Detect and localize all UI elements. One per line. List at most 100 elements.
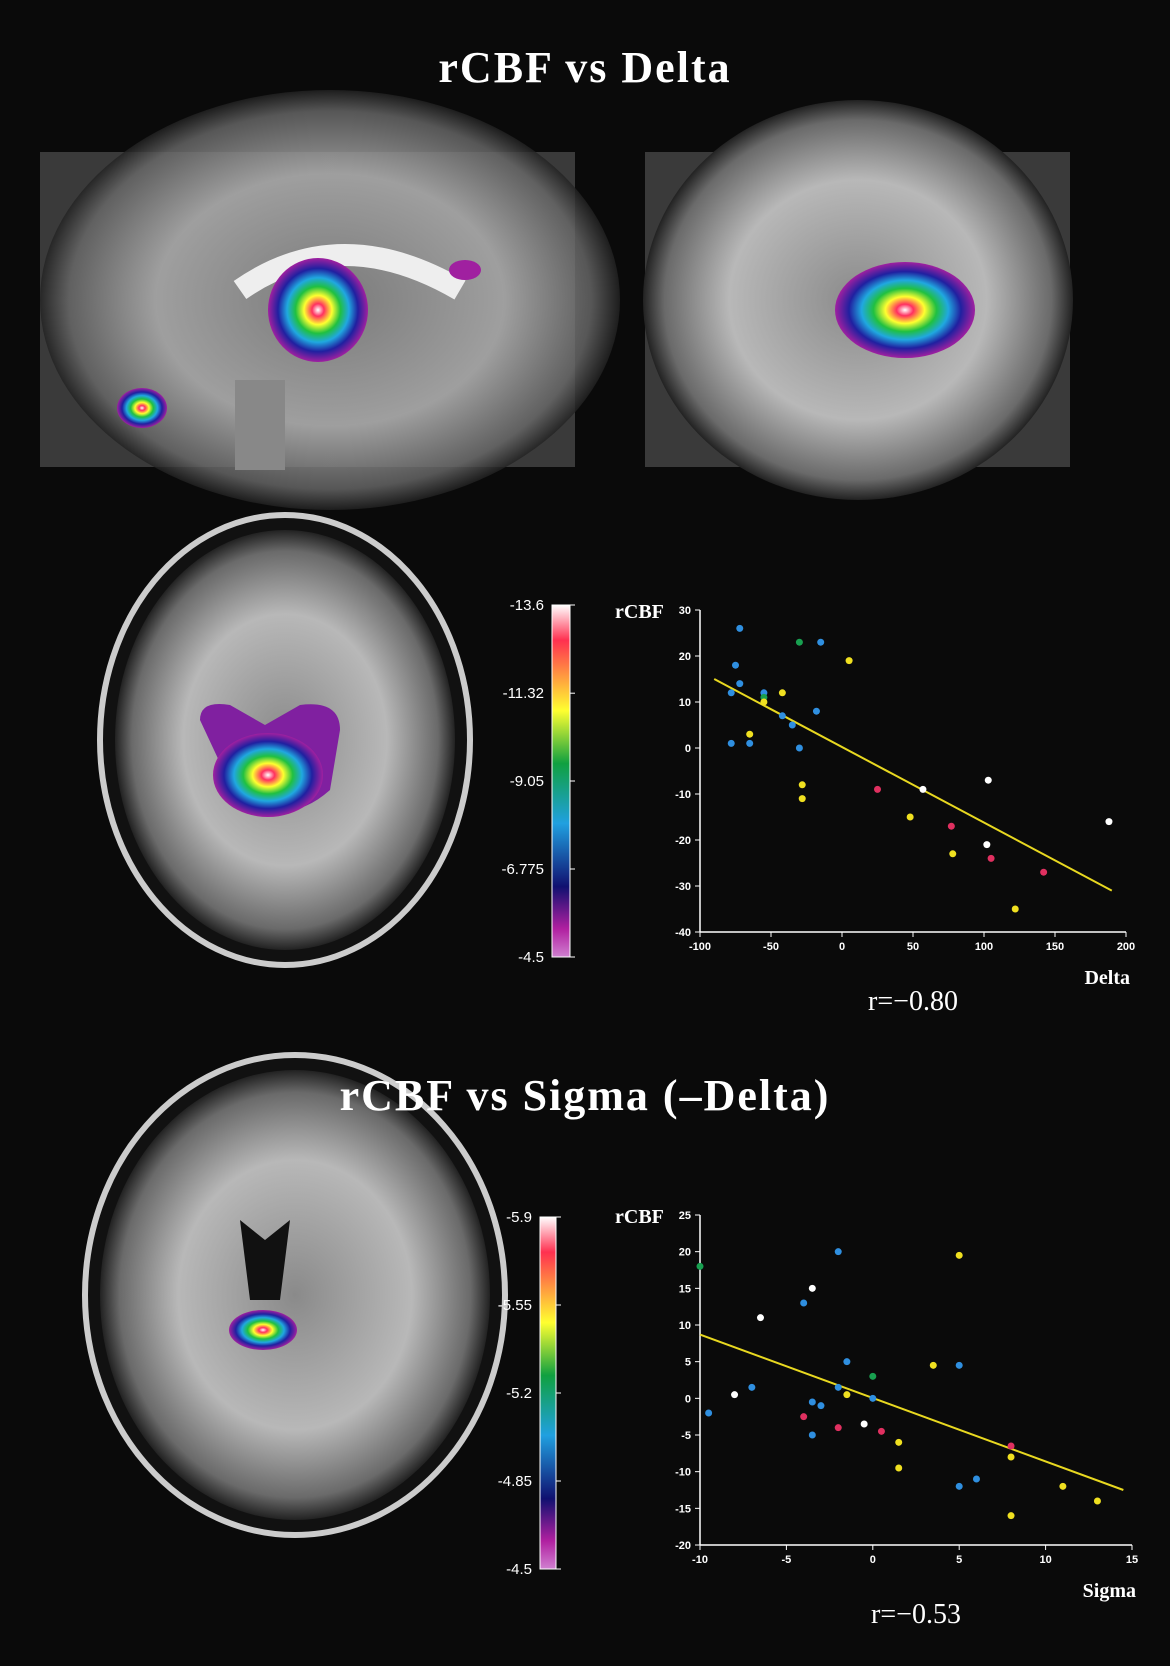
point (728, 689, 735, 696)
x-tick-label: 100 (975, 941, 993, 953)
point (1008, 1454, 1015, 1461)
x-tick-label: 10 (1039, 1554, 1051, 1566)
point (843, 1391, 850, 1398)
point (731, 1391, 738, 1398)
point (956, 1252, 963, 1259)
point (813, 708, 820, 715)
point (843, 1358, 850, 1365)
y-tick-label: 15 (679, 1283, 691, 1295)
y-tick-label: 10 (679, 1320, 691, 1332)
section-title: rCBF vs Delta (438, 43, 731, 92)
point (919, 786, 926, 793)
x-axis-label: Sigma (1083, 1580, 1136, 1602)
point (835, 1248, 842, 1255)
y-tick-label: -5 (681, 1430, 691, 1442)
section-title: rCBF vs Sigma (–Delta) (340, 1071, 831, 1120)
point (817, 639, 824, 646)
point (732, 662, 739, 669)
y-tick-label: 0 (685, 1393, 691, 1405)
point (746, 740, 753, 747)
sagittal-image (40, 90, 620, 510)
point (1040, 869, 1047, 876)
point (1008, 1512, 1015, 1519)
y-tick-label: -30 (675, 881, 691, 893)
y-tick-label: 20 (679, 1247, 691, 1259)
point (789, 722, 796, 729)
point (878, 1428, 885, 1435)
point (874, 786, 881, 793)
x-tick-label: 200 (1117, 941, 1135, 953)
coronal-image (643, 100, 1073, 500)
point (983, 841, 990, 848)
point (736, 625, 743, 632)
point (796, 639, 803, 646)
annotation: r=−0.80 (868, 986, 958, 1017)
colorbar-tick-label: -5.2 (506, 1385, 532, 1402)
x-tick-label: -100 (689, 941, 711, 953)
y-tick-label: -40 (675, 927, 691, 939)
y-tick-label: -10 (675, 1467, 691, 1479)
colorbar-tick-label: -4.85 (498, 1473, 532, 1490)
point (973, 1476, 980, 1483)
point (956, 1483, 963, 1490)
y-tick-label: -15 (675, 1503, 691, 1515)
point (1059, 1483, 1066, 1490)
y-tick-label: 30 (679, 605, 691, 617)
point (779, 712, 786, 719)
y-tick-label: -10 (675, 789, 691, 801)
point (895, 1439, 902, 1446)
point (748, 1384, 755, 1391)
y-tick-label: -20 (675, 1540, 691, 1552)
y-tick-label: -20 (675, 835, 691, 847)
point (728, 740, 735, 747)
colorbar-tick-label: -5.55 (498, 1297, 532, 1314)
point (799, 795, 806, 802)
colorbar-tick-label: -5.9 (506, 1209, 532, 1226)
y-tick-label: 10 (679, 697, 691, 709)
colorbar-tick-label: -13.6 (510, 597, 544, 614)
x-tick-label: 150 (1046, 941, 1064, 953)
point (930, 1362, 937, 1369)
point (705, 1410, 712, 1417)
x-tick-label: -10 (692, 1554, 708, 1566)
point (800, 1300, 807, 1307)
page: -13.6-11.32-9.05-6.775-4.5 -5.9-5.55-5.2… (0, 0, 1170, 1666)
point (817, 1402, 824, 1409)
point (956, 1362, 963, 1369)
point (760, 699, 767, 706)
point (895, 1465, 902, 1472)
y-tick-label: 20 (679, 651, 691, 663)
x-tick-label: 0 (870, 1554, 876, 1566)
colorbar-tick-label: -9.05 (510, 773, 544, 790)
y-axis-label: rCBF (615, 1206, 664, 1228)
point (779, 689, 786, 696)
x-tick-label: 15 (1126, 1554, 1138, 1566)
point (1105, 818, 1112, 825)
x-tick-label: 0 (839, 941, 845, 953)
point (988, 855, 995, 862)
point (846, 657, 853, 664)
point (869, 1395, 876, 1402)
point (1008, 1443, 1015, 1450)
x-tick-label: 50 (907, 941, 919, 953)
point (1094, 1498, 1101, 1505)
point (948, 823, 955, 830)
point (869, 1373, 876, 1380)
point (985, 777, 992, 784)
point (799, 781, 806, 788)
point (1012, 906, 1019, 913)
point (736, 680, 743, 687)
colorbar-tick-label: -4.5 (506, 1561, 532, 1578)
point (809, 1285, 816, 1292)
point (697, 1263, 704, 1270)
point (949, 850, 956, 857)
point (907, 814, 914, 821)
point (800, 1413, 807, 1420)
colorbar-tick-label: -6.775 (501, 861, 544, 878)
x-tick-label: 5 (956, 1554, 962, 1566)
point (796, 745, 803, 752)
point (809, 1432, 816, 1439)
x-axis-label: Delta (1084, 967, 1130, 989)
y-tick-label: 25 (679, 1210, 691, 1222)
y-axis-label: rCBF (615, 601, 664, 623)
